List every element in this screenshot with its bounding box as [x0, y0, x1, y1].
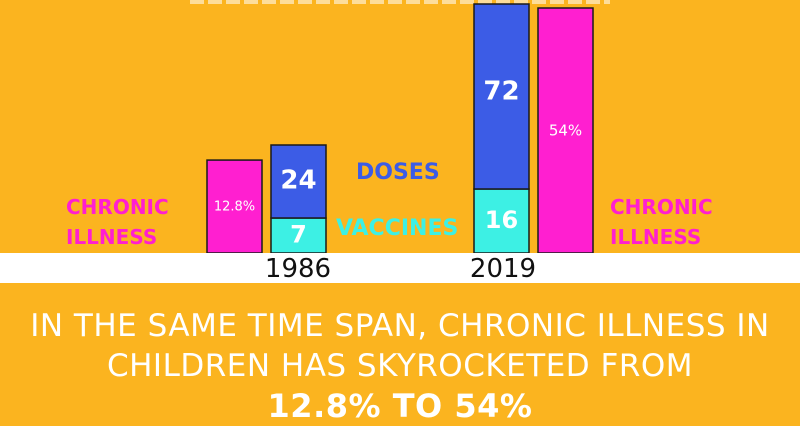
data-label-doses-2019: 72	[483, 77, 519, 107]
bar-doses-1986	[270, 144, 327, 219]
legend-doses-label: DOSES	[356, 160, 440, 185]
bar-chart: 12.8% 7 24 54% 16 72	[206, 3, 594, 254]
bar-vaccines-2019	[473, 188, 530, 254]
left-chronic-illness-label: CHRONIC ILLNESS	[66, 195, 169, 249]
data-label-vaccines-2019: 16	[485, 206, 518, 234]
headline-line-1: IN THE SAME TIME SPAN, CHRONIC ILLNESS I…	[30, 308, 770, 344]
right-chronic-illness-label: CHRONIC ILLNESS	[610, 195, 713, 249]
top-caption-blur	[190, 0, 610, 4]
headline-highlight: 12.8% TO 54%	[267, 387, 533, 425]
bar-chronic-illness-2019	[537, 7, 594, 254]
data-label-chronic-illness-2019: 54%	[549, 122, 582, 140]
baseline-band	[0, 253, 800, 283]
year-label-1986: 1986	[264, 254, 332, 284]
data-label-doses-1986: 24	[280, 166, 316, 196]
data-label-chronic-illness-1986: 12.8%	[214, 200, 255, 215]
headline-line-2: CHILDREN HAS SKYROCKETED FROM	[106, 348, 694, 384]
data-label-vaccines-1986: 7	[290, 221, 307, 249]
bar-doses-2019	[473, 3, 530, 190]
legend-vaccines-label: VACCINES	[336, 216, 459, 241]
year-label-2019: 2019	[469, 254, 537, 284]
